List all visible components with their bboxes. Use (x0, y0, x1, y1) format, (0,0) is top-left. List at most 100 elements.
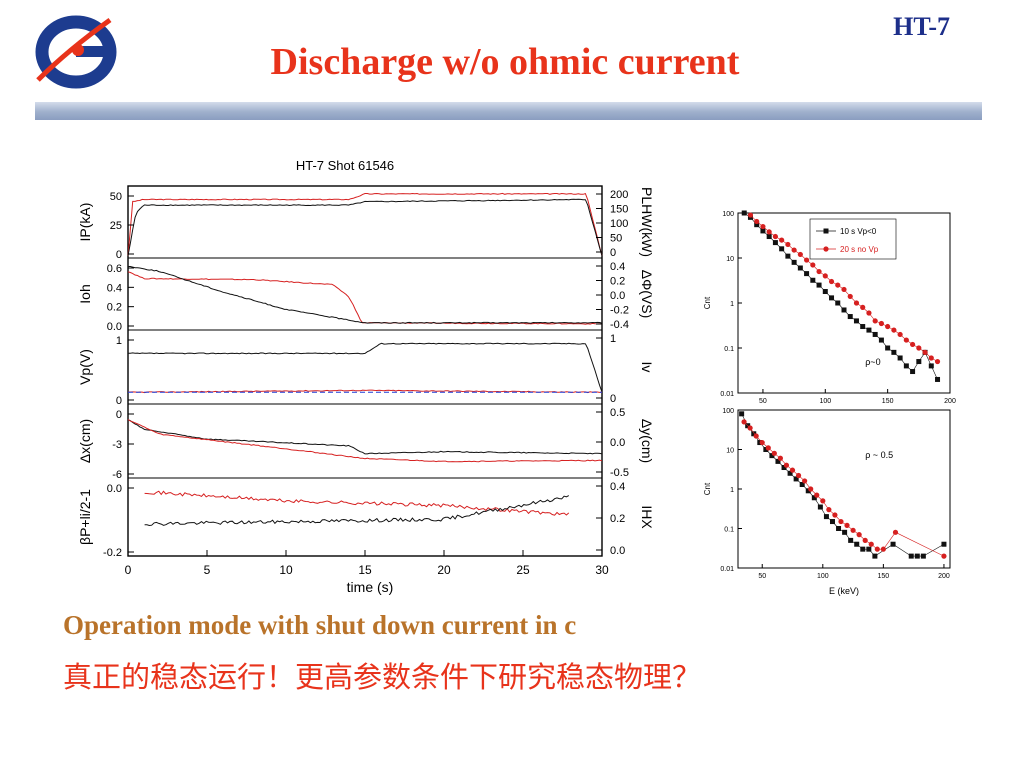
data-point-circle (874, 546, 880, 552)
data-point-square (872, 331, 878, 337)
data-point-square (766, 234, 772, 240)
data-point-square (885, 345, 891, 351)
data-point-circle (777, 455, 783, 461)
data-point-circle (810, 262, 816, 268)
spectrum-panel-1: 100 10 1 0.1 0.01 50 100 150 200 Cnt ρ~0 10 s Vp<0 2… (703, 210, 956, 405)
right-tick-label: 0.4 (610, 481, 625, 493)
data-point-square (829, 519, 835, 525)
right-tick-label: 100 (610, 218, 628, 230)
spectrum-x-tick: 200 (938, 573, 950, 580)
left-axis-label: Δx(cm) (77, 419, 93, 463)
data-point-square (781, 465, 787, 471)
x-tick-label: 25 (516, 563, 530, 577)
data-point-circle (922, 349, 928, 355)
spectrum-series-line (743, 421, 945, 557)
panel-3: 1 0 1 0 Vp(V) Iv (77, 333, 655, 407)
right-tick-label: -0.4 (610, 319, 629, 331)
data-point-square (817, 504, 823, 510)
right-tick-label: 0.2 (610, 513, 625, 525)
panel-2: 0.6 0.4 0.2 0.0 0.4 0.2 0.0 -0.2 -0.4 Ioh ΔΦ(VS) (77, 261, 655, 333)
data-point-circle (753, 433, 759, 439)
data-point-circle (772, 233, 779, 240)
x-tick-label: 0 (125, 563, 132, 577)
left-axis-label: IP(kA) (77, 203, 93, 242)
data-point-circle (934, 358, 941, 365)
right-axis-label: ΔΦ(VS) (639, 270, 655, 319)
left-tick-label: 0 (116, 249, 122, 261)
data-point-circle (771, 450, 777, 456)
data-point-square (779, 246, 785, 252)
data-point-square (908, 553, 914, 559)
main-chart-title: HT-7 Shot 61546 (296, 158, 394, 173)
series-line-black (128, 266, 603, 324)
data-point-square (878, 337, 884, 343)
spectrum-y-tick: 0.01 (720, 566, 734, 573)
data-point-circle (783, 462, 790, 468)
legend-box (809, 218, 897, 260)
data-point-circle (850, 527, 856, 533)
spectrum-x-tick: 150 (878, 573, 890, 580)
data-point-circle (741, 419, 747, 425)
x-tick-label: 20 (437, 563, 451, 577)
data-point-square (860, 546, 866, 552)
data-point-square (891, 349, 897, 355)
data-point-square (853, 318, 859, 324)
right-tick-label: 0 (610, 393, 616, 405)
data-point-circle (765, 445, 771, 451)
spectrum-panel-2: 100 10 1 0.1 0.01 50 100 150 200 Cnt E (keV) ρ ~ 0.… (703, 408, 951, 596)
data-point-square (805, 488, 811, 494)
spectrum-x-tick: 100 (817, 573, 829, 580)
data-point-circle (832, 512, 838, 518)
right-axis-label: PLHW(kW) (639, 187, 655, 257)
data-point-circle (891, 327, 897, 333)
data-point-circle (860, 304, 866, 310)
data-point-circle (828, 278, 835, 285)
data-point-square (787, 470, 793, 476)
data-point-square (848, 537, 854, 543)
data-point-square (835, 300, 841, 306)
spectrum-x-tick: 150 (882, 398, 894, 405)
data-point-square (804, 271, 810, 277)
main-plot-frame (127, 185, 603, 557)
data-point-square (854, 541, 860, 547)
series-line-black (127, 198, 603, 256)
data-point-square (916, 359, 922, 365)
data-point-square (823, 514, 829, 520)
left-tick-label: 0.6 (107, 263, 122, 275)
left-tick-label: 50 (110, 191, 122, 203)
data-point-square (799, 481, 805, 487)
data-point-square (935, 376, 941, 382)
data-point-circle (862, 537, 868, 543)
spectrum-x-tick: 200 (944, 398, 956, 405)
spectrum-y-tick: 1 (730, 301, 734, 308)
right-axis-label: Δy(cm) (639, 419, 655, 463)
data-point-square (941, 541, 947, 547)
right-tick-label: 200 (610, 189, 628, 201)
left-axis-label: βP+li/2-1 (77, 489, 93, 545)
data-point-circle (820, 498, 826, 504)
data-point-circle (866, 310, 872, 316)
data-point-square (836, 526, 842, 531)
spectrum-x-label: E (keV) (829, 586, 859, 596)
data-point-circle (872, 318, 878, 324)
data-point-circle (916, 345, 922, 351)
data-point-circle (797, 251, 803, 258)
spectrum-legend: 10 s Vp<0 20 s no Vp (809, 218, 897, 260)
right-tick-label: 150 (610, 204, 628, 216)
series-line-red (144, 490, 570, 516)
body-text-operation-mode: Operation mode with shut down current in… (63, 610, 577, 640)
data-point-square (872, 553, 878, 559)
data-point-circle (826, 507, 832, 513)
x-tick-label: 10 (279, 563, 293, 577)
left-tick-label: 25 (110, 220, 122, 232)
right-tick-label: 0.0 (610, 437, 625, 449)
data-point-circle (785, 241, 791, 248)
spectrum-y-tick: 0.1 (724, 346, 734, 353)
spectrum-frame (737, 409, 951, 569)
data-point-circle (847, 293, 853, 300)
spectrum-y-tick: 0.01 (720, 391, 734, 398)
data-point-square (829, 295, 835, 301)
data-point-square (811, 495, 817, 501)
data-point-circle (760, 223, 766, 230)
